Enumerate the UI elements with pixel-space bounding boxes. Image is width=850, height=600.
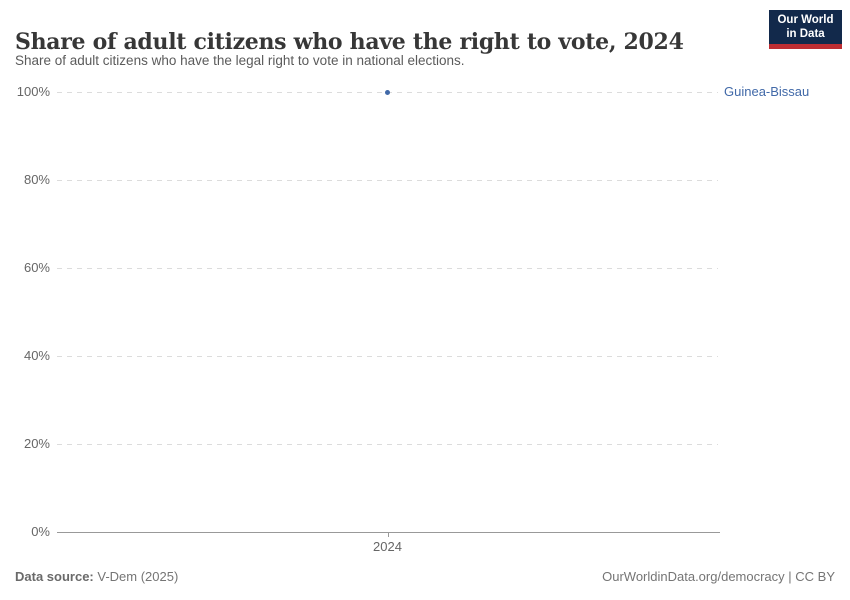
data-source-label: Data source: bbox=[15, 569, 94, 584]
owid-logo-line1: Our World bbox=[777, 14, 834, 26]
gridline-80 bbox=[57, 179, 718, 181]
x-axis-tick-label: 2024 bbox=[373, 538, 402, 554]
owid-logo-box: Our World in Data bbox=[769, 10, 842, 44]
gridline-20 bbox=[57, 443, 718, 445]
owid-logo-line2: in Data bbox=[786, 28, 825, 40]
y-axis-tick-label: 40% bbox=[23, 347, 50, 363]
y-axis-tick-label: 80% bbox=[23, 171, 50, 187]
y-axis-tick-label: 60% bbox=[23, 259, 50, 275]
entity-label-guinea-bissau[interactable]: Guinea-Bissau bbox=[724, 84, 810, 99]
gridline-40 bbox=[57, 355, 718, 357]
chart-subtitle: Share of adult citizens who have the leg… bbox=[15, 53, 465, 68]
y-axis-tick-label: 100% bbox=[16, 84, 50, 99]
data-source: Data source: V-Dem (2025) bbox=[15, 569, 178, 584]
owid-logo-red-bar bbox=[769, 44, 842, 49]
y-axis-tick-label: 0% bbox=[31, 523, 50, 539]
y-axis-tick-label: 20% bbox=[23, 435, 50, 451]
data-point-guinea-bissau[interactable] bbox=[385, 89, 390, 95]
chart-title: Share of adult citizens who have the rig… bbox=[15, 28, 684, 55]
gridline-60 bbox=[57, 267, 718, 269]
data-source-value: V-Dem (2025) bbox=[93, 569, 179, 584]
x-axis-tick-mark bbox=[387, 531, 389, 537]
owid-logo: Our World in Data bbox=[769, 10, 842, 49]
attribution: OurWorldinData.org/democracy | CC BY bbox=[602, 569, 835, 584]
x-axis-line bbox=[57, 531, 720, 533]
